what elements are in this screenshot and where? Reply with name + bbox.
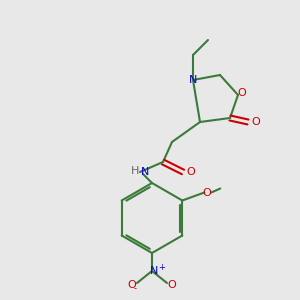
Text: N: N	[189, 75, 197, 85]
Text: O: O	[128, 280, 136, 290]
Text: O: O	[252, 117, 260, 127]
Text: O: O	[187, 167, 195, 177]
Text: N: N	[141, 167, 149, 177]
Text: +: +	[159, 262, 165, 272]
Text: -: -	[134, 284, 136, 293]
Text: O: O	[202, 188, 211, 197]
Text: O: O	[168, 280, 176, 290]
Text: H: H	[131, 166, 139, 176]
Text: O: O	[238, 88, 246, 98]
Text: N: N	[150, 266, 158, 276]
